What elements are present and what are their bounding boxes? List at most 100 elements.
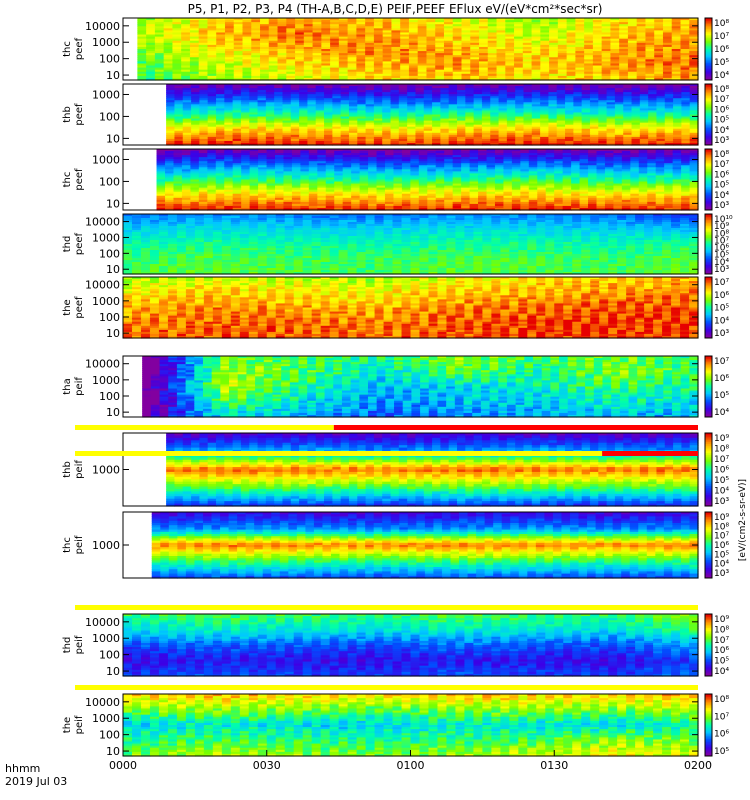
heatmap-cell — [673, 92, 682, 95]
heatmap-cell — [215, 108, 225, 112]
heatmap-cell — [506, 104, 516, 107]
heatmap-cell — [522, 28, 533, 31]
heatmap-cell — [401, 155, 411, 158]
heatmap-cell — [465, 118, 475, 122]
heatmap-cell — [588, 165, 598, 168]
heatmap-cell — [146, 57, 156, 60]
heatmap-cell — [604, 153, 614, 156]
heatmap-cell — [376, 177, 386, 181]
heatmap-cell — [417, 61, 428, 65]
heatmap-cell — [664, 142, 674, 146]
heatmap-cell — [215, 96, 225, 99]
heatmap-cell — [520, 171, 530, 174]
heatmap-cell — [240, 132, 250, 136]
heatmap-cell — [494, 171, 505, 174]
heatmap-cell — [365, 130, 375, 134]
heatmap-cell — [540, 134, 550, 138]
heatmap-cell — [154, 20, 165, 23]
heatmap-cell — [473, 110, 483, 114]
heatmap-cell — [398, 84, 408, 87]
heatmap-cell — [154, 63, 165, 67]
heatmap-cell — [619, 55, 629, 58]
heatmap-cell — [613, 159, 623, 162]
heatmap-cell — [426, 20, 436, 23]
heatmap-cell — [540, 106, 550, 109]
heatmap-cell — [506, 102, 516, 105]
heatmap-cell — [614, 114, 624, 118]
heatmap-cell — [277, 63, 287, 67]
heatmap-cell — [382, 38, 393, 42]
heatmap-cell — [340, 122, 350, 126]
heatmap-cell — [601, 69, 611, 73]
heatmap-cell — [338, 44, 349, 48]
heatmap-cell — [639, 100, 649, 103]
heatmap-cell — [498, 140, 508, 144]
heatmap-cell — [146, 34, 156, 38]
heatmap-cell — [191, 122, 200, 126]
heatmap-cell — [514, 59, 524, 62]
heatmap-cell — [630, 169, 640, 172]
heatmap-cell — [606, 104, 616, 107]
heatmap-cell — [286, 51, 296, 54]
heatmap-cell — [207, 30, 217, 34]
heatmap-cell — [233, 20, 244, 23]
heatmap-cell — [435, 65, 445, 69]
heatmap-cell — [190, 177, 200, 181]
heatmap-cell — [448, 116, 458, 120]
heatmap-cell — [216, 22, 226, 25]
heatmap-cell — [324, 130, 333, 134]
heatmap-cell — [299, 140, 308, 144]
heatmap-cell — [662, 36, 673, 40]
heatmap-cell — [432, 98, 441, 101]
heatmap-cell — [286, 59, 296, 62]
heatmap-cell — [216, 77, 226, 81]
heatmap-cell — [312, 63, 322, 67]
heatmap-cell — [610, 28, 620, 31]
heatmap-cell — [224, 106, 234, 109]
heatmap-cell — [486, 179, 496, 183]
heatmap-cell — [423, 136, 433, 140]
heatmap-cell — [391, 73, 401, 77]
heatmap-cell — [596, 151, 606, 154]
heatmap-cell — [299, 102, 308, 105]
heatmap-cell — [163, 61, 174, 65]
heatmap-cell — [330, 63, 340, 67]
colorbar-segment — [705, 47, 712, 50]
heatmap-cell — [440, 94, 450, 97]
heatmap-cell — [390, 88, 400, 91]
heatmap-cell — [190, 173, 200, 177]
heatmap-cell — [573, 136, 583, 140]
heatmap-cell — [621, 157, 631, 160]
colorbar-segment — [705, 97, 712, 100]
heatmap-cell — [347, 26, 357, 29]
heatmap-cell — [655, 151, 665, 154]
heatmap-cell — [557, 65, 568, 69]
heatmap-cell — [452, 38, 463, 42]
heatmap-cell — [645, 55, 655, 58]
heatmap-cell — [448, 114, 458, 118]
heatmap-cell — [461, 75, 471, 79]
heatmap-cell — [391, 67, 401, 71]
heatmap-cell — [672, 151, 682, 154]
heatmap-cell — [356, 26, 366, 29]
heatmap-cell — [251, 71, 261, 75]
heatmap-cell — [307, 96, 317, 99]
heatmap-cell — [496, 59, 506, 62]
heatmap-cell — [522, 44, 533, 48]
heatmap-cell — [324, 92, 333, 95]
heatmap-cell — [215, 155, 225, 158]
heatmap-cell — [443, 38, 454, 42]
heatmap-cell — [647, 179, 657, 183]
heatmap-cell — [435, 165, 445, 168]
heatmap-cell — [376, 155, 386, 158]
heatmap-cell — [137, 20, 147, 23]
heatmap-cell — [614, 142, 624, 146]
heatmap-cell — [348, 142, 358, 146]
heatmap-cell — [325, 169, 335, 172]
colorbar-segment — [705, 25, 712, 28]
heatmap-cell — [656, 114, 666, 118]
heatmap-cell — [137, 44, 147, 48]
heatmap-cell — [465, 114, 475, 118]
heatmap-cell — [469, 157, 479, 160]
heatmap-cell — [426, 26, 436, 29]
